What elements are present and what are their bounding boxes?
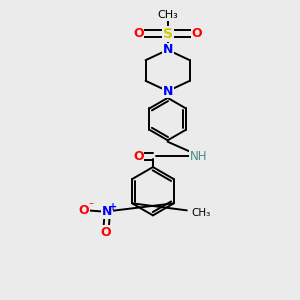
Text: CH₃: CH₃ bbox=[191, 208, 211, 218]
Text: O: O bbox=[133, 27, 143, 40]
Text: ⁻: ⁻ bbox=[88, 201, 94, 211]
Text: N: N bbox=[163, 44, 173, 56]
Text: N: N bbox=[102, 205, 112, 218]
Text: +: + bbox=[109, 202, 117, 212]
Text: N: N bbox=[163, 85, 173, 98]
Text: O: O bbox=[192, 27, 203, 40]
Text: O: O bbox=[78, 204, 89, 217]
Text: CH₃: CH₃ bbox=[157, 10, 178, 20]
Text: O: O bbox=[100, 226, 111, 239]
Text: S: S bbox=[163, 27, 173, 41]
Text: NH: NH bbox=[190, 150, 207, 163]
Text: O: O bbox=[133, 150, 143, 163]
